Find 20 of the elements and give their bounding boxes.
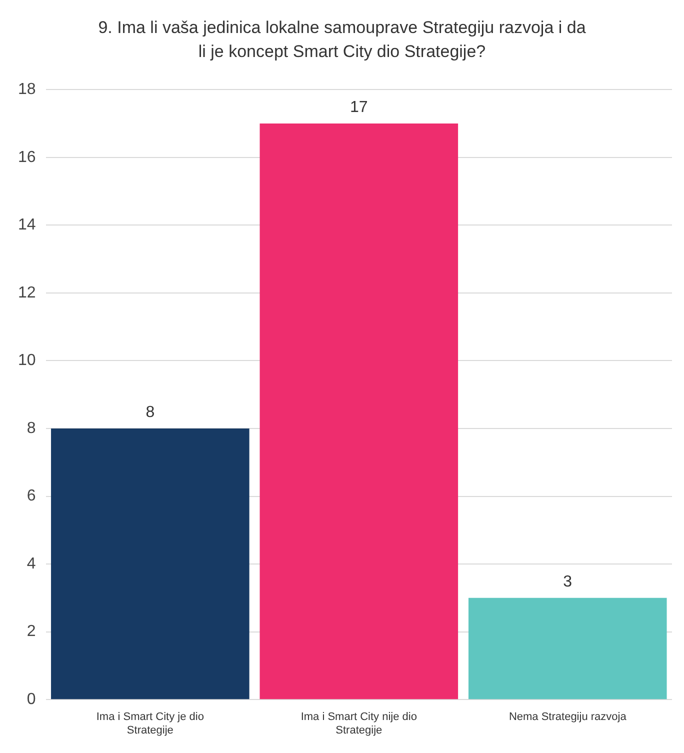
- y-tick-label: 12: [18, 284, 36, 302]
- data-label: 3: [563, 573, 572, 590]
- y-tick-label: 10: [18, 352, 36, 370]
- bar: [468, 598, 667, 700]
- data-label: 8: [146, 404, 155, 421]
- x-tick-label: Ima i Smart City je dio Strategije: [96, 711, 204, 736]
- y-tick-label: 4: [26, 555, 36, 572]
- y-tick-label: 14: [18, 216, 36, 234]
- y-tick-label: 6: [26, 488, 36, 505]
- chart-title: 9. Ima li vaša jedinica lokalne samouprave Strategiju razvoja i da li je koncept Smart City dio Strategije?: [97, 17, 587, 63]
- y-tick-label: 16: [18, 148, 36, 166]
- y-tick-label: 0: [26, 691, 36, 708]
- x-tick-label: Nema Strategiju razvoja: [508, 711, 628, 724]
- y-tick-label: 8: [26, 420, 36, 437]
- bar: [260, 123, 458, 700]
- y-tick-label: 2: [26, 623, 36, 640]
- y-tick-label: 18: [18, 81, 36, 98]
- bar: [51, 428, 250, 700]
- x-tick-label: Ima i Smart City nije dio Strategije: [300, 711, 417, 736]
- data-label: 17: [350, 98, 368, 116]
